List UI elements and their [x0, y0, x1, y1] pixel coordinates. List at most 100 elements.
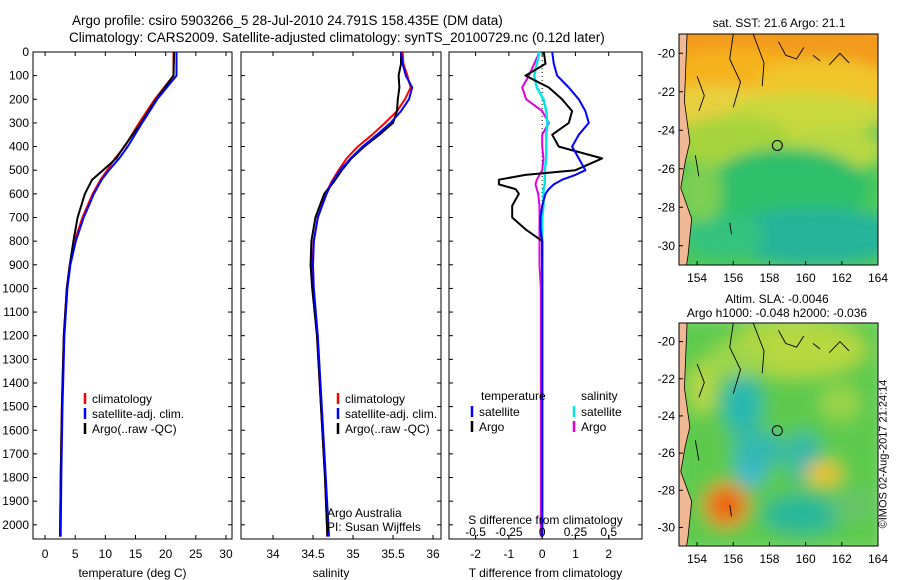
sla-field-blob: [805, 461, 842, 486]
sst-field-blob: [707, 148, 868, 228]
temperature-panel: 0 5 10 15 20 25 300100200300400500600700800900…: [2, 45, 233, 580]
sst-field-blob: [684, 214, 765, 259]
sla-lat-tick-label: -28: [658, 483, 676, 497]
sst-bathymetry-contour: [778, 41, 805, 60]
sla-map-panel: 154 156 158 160 162 164 -20 -22 -24 -26 -28 -30 Alti…: [658, 292, 889, 566]
title-line-2: Climatology: CARS2009. Satellite-adjuste…: [69, 30, 605, 45]
temperature-x-tick-label: 25: [189, 547, 203, 561]
temperature-x-tick-label: 15: [129, 547, 143, 561]
sst-lat-tick-label: -24: [658, 123, 676, 137]
depth-tick-label: 300: [9, 116, 29, 130]
depth-tick-label: 1500: [2, 400, 29, 414]
sla-lon-tick-label: 156: [723, 552, 743, 566]
sla-lon-tick-label: 164: [868, 552, 888, 566]
sla-bathymetry-contour: [696, 363, 705, 398]
difference-legend-title: salinity: [581, 389, 618, 403]
depth-tick-label: 1900: [2, 494, 29, 508]
sst-lat-tick-label: -26: [658, 162, 676, 176]
salinity-x-tick-label: 35.5: [381, 547, 405, 561]
sla-argo-location-marker: [771, 425, 783, 437]
sla-lon-tick-label: 162: [832, 552, 852, 566]
sst-field-blob: [679, 161, 723, 222]
sla-bathymetry-contour: [812, 343, 821, 350]
temperature-legend-item-label: climatology: [92, 392, 152, 406]
temperature-axis-title: temperature (deg C): [78, 566, 186, 580]
depth-tick-label: 2000: [2, 518, 29, 532]
sla-field-blob: [828, 489, 873, 522]
sst-field-blob: [724, 208, 878, 265]
temperature-x-tick-label: 20: [159, 547, 173, 561]
s-difference-tick-label: 0.5: [600, 525, 617, 539]
difference-frame: [448, 51, 643, 540]
difference-legend-item-label: satellite: [581, 405, 622, 419]
sst-field-blur: [679, 34, 878, 265]
sla-bathymetry-contour: [828, 340, 850, 354]
sla-bathymetry-contour: [729, 323, 741, 394]
sst-bathymetry-contour: [812, 54, 821, 62]
depth-tick-label: 1800: [2, 471, 29, 485]
salinity-legend-item-label: climatology: [345, 392, 405, 406]
depth-tick-label: 1100: [3, 305, 29, 319]
sla-bathymetry-contour: [752, 323, 765, 374]
sla-field-blob: [820, 384, 861, 421]
depth-tick-label: 1700: [2, 447, 29, 461]
sst-lon-tick-label: 154: [687, 271, 707, 285]
sst-map-title: sat. SST: 21.6 Argo: 21.1: [713, 16, 846, 30]
difference-x-tick-label: 2: [605, 547, 612, 561]
s-difference-axis-title: S difference from climatology: [468, 513, 623, 527]
depth-tick-label: 800: [9, 234, 29, 248]
sst-lat-tick-label: -22: [658, 85, 676, 99]
sla-lat-tick-label: -24: [658, 409, 676, 423]
salinity-annotation: Argo Australia: [327, 506, 402, 520]
sst-lat-tick-label: -20: [658, 46, 676, 60]
depth-tick-label: 1600: [2, 423, 29, 437]
depth-tick-label: 700: [9, 210, 29, 224]
depth-tick-label: 400: [9, 140, 29, 154]
sla-lon-tick-label: 154: [687, 552, 707, 566]
temperature-x-tick-label: 5: [72, 547, 79, 561]
salinity-frame: [240, 51, 442, 540]
sla-lon-tick-label: 160: [796, 552, 816, 566]
temperature-frame: [32, 51, 233, 540]
sst-bathymetry-contour: [729, 222, 732, 235]
temperature-x-tick-label: 30: [219, 547, 233, 561]
difference-legend-item-label: Argo: [581, 420, 607, 434]
temperature-x-tick-label: 10: [99, 547, 113, 561]
sst-lon-tick-label: 156: [723, 271, 743, 285]
depth-tick-label: 200: [9, 92, 29, 106]
salinity-line-2: [309, 52, 402, 537]
difference-line-s-argo: [521, 51, 550, 537]
sst-field: [679, 34, 878, 265]
sla-field: [679, 323, 878, 546]
sla-lat-tick-label: -26: [658, 446, 676, 460]
sla-bathymetry-contour: [694, 440, 700, 461]
sla-field-blob: [706, 342, 767, 379]
sst-bathymetry-contour: [729, 34, 741, 108]
difference-line-t-satellite: [539, 51, 590, 537]
title-line-1: Argo profile: csiro 5903266_5 28-Jul-201…: [72, 13, 503, 28]
difference-legend-item-label: Argo: [479, 420, 505, 434]
sla-lon-tick-label: 158: [759, 552, 779, 566]
sst-lat-tick-label: -28: [658, 200, 676, 214]
sst-bathymetry-contour: [752, 34, 765, 87]
sla-field-blob: [714, 493, 739, 518]
salinity-x-tick-label: 34.5: [301, 547, 325, 561]
sla-bathymetry-contour: [778, 330, 805, 348]
sst-map-frame: [678, 33, 879, 266]
depth-tick-label: 600: [9, 187, 29, 201]
s-difference-tick-label: 0: [539, 525, 546, 539]
depth-tick-label: 500: [9, 163, 29, 177]
sst-lon-tick-label: 162: [832, 271, 852, 285]
sla-field-blob: [732, 431, 785, 468]
t-difference-axis-title: T difference from climatology: [469, 566, 623, 580]
salinity-annotation: PI: Susan Wijffels: [327, 520, 421, 534]
sla-lat-tick-label: -22: [658, 372, 676, 386]
sst-lat-tick-label: -30: [658, 239, 676, 253]
temperature-x-tick-label: 0: [42, 547, 49, 561]
depth-tick-label: 1300: [2, 352, 29, 366]
sla-map-title: Altim. SLA: -0.0046: [725, 292, 829, 306]
difference-x-tick-label: -2: [470, 547, 481, 561]
depth-tick-label: 1400: [2, 376, 29, 390]
sst-argo-location-marker: [771, 139, 783, 151]
